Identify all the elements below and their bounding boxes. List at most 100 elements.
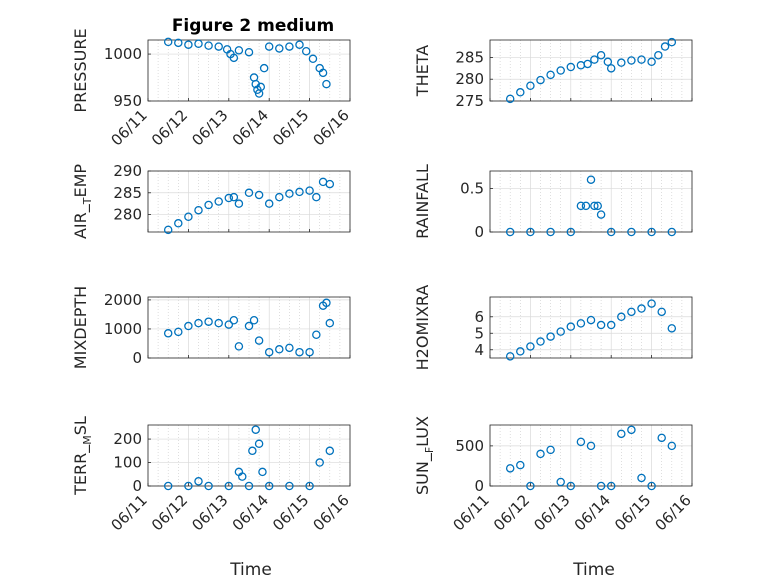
data-point — [229, 315, 239, 325]
y-tick-label: 0 — [474, 477, 484, 495]
data-point — [308, 54, 318, 64]
data-point — [566, 481, 576, 491]
data-point — [234, 46, 244, 55]
data-point — [285, 189, 294, 198]
data-point — [606, 320, 616, 330]
y-axis-label-6: TERR_MSL — [71, 416, 94, 496]
data-point — [576, 201, 586, 211]
axes-box-6 — [147, 424, 351, 487]
data-point — [657, 433, 666, 443]
y-axis-label-1: THETA — [413, 45, 432, 97]
y-tick-label: 0.5 — [460, 179, 484, 197]
data-point — [264, 42, 274, 51]
x-tick-label: 06/15 — [269, 106, 312, 149]
data-point — [546, 332, 555, 341]
data-point — [295, 40, 304, 49]
data-point — [667, 37, 677, 47]
data-point — [174, 327, 183, 337]
data-point — [647, 57, 656, 67]
y-axis-label-7: SUN_FLUX — [413, 416, 436, 495]
axes-box-7 — [489, 424, 693, 487]
x-tick-label: 06/11 — [450, 491, 493, 534]
y-axis-label-3: RAINFALL — [413, 164, 432, 239]
x-tick-label: 06/11 — [108, 491, 151, 534]
data-point — [254, 439, 264, 449]
y-tick-label: 100 — [113, 454, 142, 472]
data-point — [660, 42, 670, 51]
y-tick-label: 200 — [113, 430, 142, 448]
data-point — [214, 42, 223, 51]
y-tick-label: 280 — [455, 70, 484, 88]
y-tick-label: 275 — [455, 92, 484, 110]
data-point — [285, 343, 294, 353]
data-point — [318, 68, 328, 78]
data-point — [505, 227, 515, 237]
data-point — [214, 318, 223, 328]
y-tick-label: 6 — [474, 308, 484, 326]
x-tick-label: 06/14 — [229, 491, 272, 534]
axes-box-3 — [489, 170, 693, 233]
data-point — [576, 319, 586, 328]
x-tick-label: 06/15 — [269, 491, 312, 534]
data-point — [586, 441, 596, 451]
data-point — [617, 58, 626, 67]
y-tick-label: 280 — [113, 206, 142, 224]
y-tick-label: 0 — [132, 349, 142, 367]
y-axis-label-2: AIR_TEMP — [71, 164, 94, 239]
x-tick-label: 06/11 — [108, 106, 151, 149]
data-point — [556, 66, 565, 75]
data-point — [305, 347, 314, 357]
data-point — [505, 464, 515, 473]
data-point — [264, 481, 274, 491]
data-point — [667, 227, 677, 237]
data-point — [526, 81, 535, 91]
data-point — [325, 179, 335, 189]
data-point — [590, 201, 599, 211]
data-point — [249, 315, 259, 325]
data-point — [275, 44, 284, 53]
data-point — [305, 481, 314, 491]
data-point — [603, 57, 613, 67]
data-point — [234, 342, 244, 351]
data-point — [184, 321, 193, 331]
data-point — [576, 437, 586, 447]
data-point — [163, 37, 173, 47]
data-point — [637, 55, 646, 64]
data-point — [566, 62, 576, 72]
data-point — [536, 337, 545, 346]
data-point — [617, 429, 626, 439]
data-point — [259, 63, 269, 73]
data-point — [647, 227, 656, 237]
data-point — [586, 175, 596, 184]
data-point — [536, 75, 545, 85]
data-point — [224, 193, 234, 203]
data-point — [184, 40, 193, 49]
data-point — [325, 318, 335, 328]
y-axis-label-0: PRESSURE — [71, 28, 90, 112]
x-tick-label: 06/14 — [571, 491, 614, 534]
y-axis-label-5: H2OMIXRA — [413, 285, 432, 371]
data-point — [505, 352, 515, 361]
x-axis-label-left: Time — [229, 560, 272, 580]
figure-title: Figure 2 medium — [172, 16, 334, 36]
axes-box-4 — [147, 296, 351, 359]
data-point — [627, 425, 636, 435]
data-point — [194, 205, 203, 215]
data-point — [647, 299, 656, 308]
data-point — [654, 51, 663, 60]
data-point — [667, 441, 677, 451]
axes-box-0 — [147, 39, 351, 102]
data-point — [526, 481, 535, 491]
y-tick-label: 4 — [474, 341, 484, 359]
data-point — [315, 458, 324, 467]
data-point — [526, 227, 535, 237]
data-point — [312, 192, 321, 202]
y-tick-label: 2000 — [104, 291, 142, 309]
data-point — [581, 201, 591, 211]
data-point — [526, 342, 535, 351]
data-point — [647, 481, 656, 491]
data-point — [593, 201, 602, 211]
data-point — [583, 59, 592, 69]
data-point — [204, 200, 213, 210]
data-point — [590, 55, 599, 64]
